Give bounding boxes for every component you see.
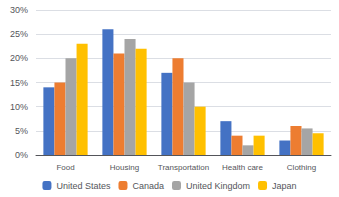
svg-text:United States: United States	[56, 181, 111, 191]
svg-text:Food: Food	[56, 163, 74, 172]
svg-text:15%: 15%	[10, 78, 28, 88]
svg-text:10%: 10%	[10, 102, 28, 112]
svg-text:25%: 25%	[10, 29, 28, 39]
svg-text:20%: 20%	[10, 53, 28, 63]
svg-text:30%: 30%	[10, 5, 28, 15]
svg-text:Canada: Canada	[132, 181, 164, 191]
svg-text:Health care: Health care	[222, 163, 263, 172]
svg-text:Japan: Japan	[272, 181, 297, 191]
svg-text:Housing: Housing	[110, 163, 139, 172]
svg-text:0%: 0%	[15, 150, 28, 160]
svg-text:Clothing: Clothing	[287, 163, 316, 172]
svg-text:Transportation: Transportation	[158, 163, 209, 172]
svg-text:5%: 5%	[15, 126, 28, 136]
svg-text:United Kingdom: United Kingdom	[186, 181, 250, 191]
